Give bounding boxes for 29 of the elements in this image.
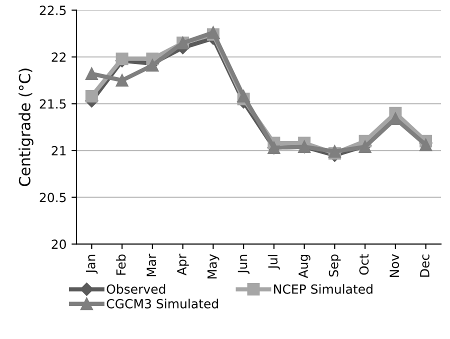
point xyxy=(146,59,159,72)
y-tick-label: 20.5 xyxy=(40,192,66,202)
point xyxy=(85,68,98,80)
point xyxy=(116,52,128,66)
x-tick-label: May xyxy=(208,254,220,278)
x-tick-label: Apr xyxy=(177,254,189,276)
x-tick-label: Jan xyxy=(86,254,98,274)
y-tick-label: 20 xyxy=(52,240,66,250)
legend-label: NCEP Simulated xyxy=(274,284,372,294)
point xyxy=(420,138,432,152)
x-tick-label: Feb xyxy=(116,254,126,275)
y-tick-label: 22 xyxy=(52,52,66,62)
y-tick-label: 21.5 xyxy=(40,99,66,109)
legend-label: CGCM3 Simulated xyxy=(106,298,218,308)
y-tick-label: 21 xyxy=(52,146,66,156)
x-tick-label: Jul xyxy=(268,254,280,270)
point xyxy=(116,74,128,87)
y-axis-title: Centigrade (°C) xyxy=(18,68,34,186)
x-tick-label: Oct xyxy=(359,254,369,275)
x-tick-label: Sep xyxy=(328,254,341,277)
legend-label: Observed xyxy=(106,284,166,294)
x-tick-label: Nov xyxy=(390,254,400,277)
x-tick-label: Mar xyxy=(146,254,156,276)
x-tick-label: Jun xyxy=(238,254,250,274)
x-tick-label: Dec xyxy=(420,254,430,277)
point xyxy=(237,90,250,102)
point xyxy=(85,90,98,102)
x-tick-label: Aug xyxy=(298,254,310,278)
y-tick-label: 22.5 xyxy=(40,6,66,16)
